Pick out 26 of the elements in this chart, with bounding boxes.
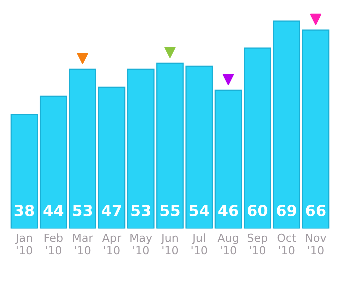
data-label: 54: [190, 205, 210, 217]
x-tick-label: Apr '10: [102, 234, 122, 255]
data-label: 53: [132, 204, 151, 217]
data-label: 38: [14, 204, 34, 217]
data-label: 47: [102, 205, 122, 216]
x-tick-label: Feb '10: [44, 234, 63, 255]
data-label: 44: [44, 205, 64, 216]
x-tick-label: Jun '10: [160, 234, 178, 255]
data-label: 69: [277, 204, 296, 217]
x-tick-label: Aug '10: [218, 234, 238, 255]
data-label: 53: [73, 204, 92, 217]
bar: [302, 30, 330, 229]
x-tick-label: Mar '10: [73, 234, 94, 255]
x-tick-label: Oct '10: [278, 234, 296, 255]
data-label: 66: [306, 204, 326, 217]
x-tick-label: Sep '10: [248, 234, 268, 255]
x-tick-label: Jan '10: [15, 234, 32, 255]
bar: [10, 114, 38, 229]
data-label: 55: [160, 205, 180, 217]
data-label: 60: [248, 204, 268, 217]
data-label: 46: [218, 204, 238, 217]
bar: [98, 86, 126, 229]
x-tick-label: May '10: [130, 234, 152, 255]
x-tick-label: Jul '10: [192, 234, 208, 255]
x-tick-label: Nov '10: [306, 234, 326, 255]
bar: [214, 90, 242, 229]
